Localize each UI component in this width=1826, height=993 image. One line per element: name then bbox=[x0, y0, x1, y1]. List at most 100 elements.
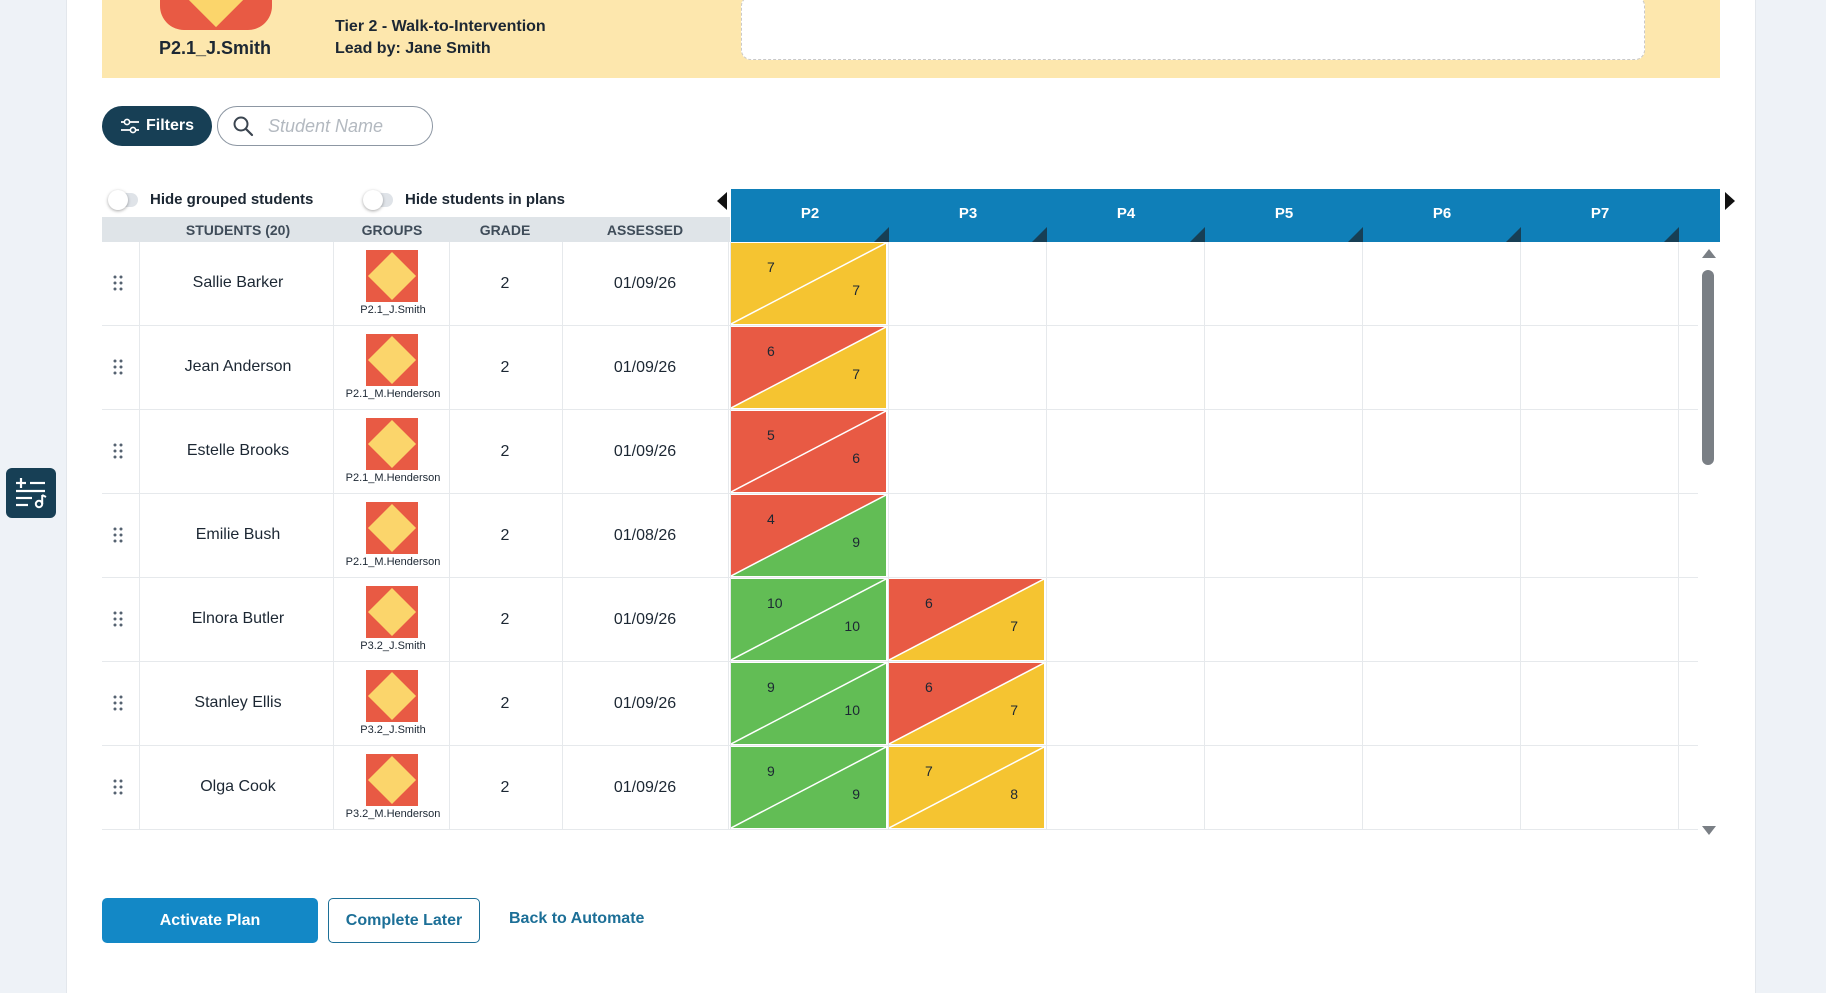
grade-value: 2 bbox=[500, 527, 510, 544]
complete-later-button[interactable]: Complete Later bbox=[328, 898, 480, 943]
group-badge-icon[interactable] bbox=[366, 586, 418, 638]
score-bottom-value: 7 bbox=[852, 366, 860, 382]
student-row[interactable]: Emilie Bush P2.1_M.Henderson 2 01/08/26 4 9 bbox=[102, 494, 1698, 578]
score-split-shape bbox=[731, 411, 886, 492]
scrollbar-thumb[interactable] bbox=[1702, 270, 1714, 465]
group-badge-icon[interactable] bbox=[366, 502, 418, 554]
hide-grouped-toggle[interactable]: Hide grouped students bbox=[108, 189, 313, 210]
student-name[interactable]: Emilie Bush bbox=[195, 526, 281, 543]
period-p3[interactable]: P3 bbox=[889, 189, 1047, 242]
tier-label: Tier 2 - Walk-to-Intervention bbox=[335, 18, 546, 35]
score-split-shape bbox=[731, 663, 886, 744]
grade-column-header[interactable]: GRADE bbox=[479, 222, 531, 238]
score-bottom-value: 10 bbox=[844, 618, 860, 634]
student-name[interactable]: Stanley Ellis bbox=[194, 694, 282, 711]
drag-handle-icon[interactable] bbox=[112, 274, 124, 292]
student-name[interactable]: Elnora Butler bbox=[191, 610, 285, 627]
groups-column-header[interactable]: GROUPS bbox=[361, 222, 423, 238]
assessed-date: 01/09/26 bbox=[613, 695, 677, 712]
hide-grouped-switch[interactable] bbox=[108, 189, 138, 210]
student-row[interactable]: Estelle Brooks P2.1_M.Henderson 2 01/09/26 5… bbox=[102, 410, 1698, 494]
score-top-value: 5 bbox=[767, 427, 775, 443]
score-split-shape bbox=[731, 579, 886, 660]
drag-handle-icon[interactable] bbox=[112, 526, 124, 544]
scroll-periods-left-icon[interactable] bbox=[717, 192, 727, 210]
group-label: P3.2_J.Smith bbox=[360, 640, 426, 652]
assessed-date: 01/09/26 bbox=[613, 443, 677, 460]
score-split-shape bbox=[889, 579, 1044, 660]
score-bottom-value: 6 bbox=[852, 450, 860, 466]
group-badge-icon[interactable] bbox=[366, 670, 418, 722]
group-badge-icon[interactable] bbox=[366, 250, 418, 302]
student-name[interactable]: Olga Cook bbox=[200, 778, 276, 795]
student-row[interactable]: Sallie Barker P2.1_J.Smith 2 01/09/26 7 7 bbox=[102, 242, 1698, 326]
score-split-shape bbox=[731, 495, 886, 576]
grade-value: 2 bbox=[500, 611, 510, 628]
score-split-shape bbox=[731, 747, 886, 828]
grade-value: 2 bbox=[500, 275, 510, 292]
student-search[interactable] bbox=[217, 106, 433, 146]
activate-plan-button[interactable]: Activate Plan bbox=[102, 898, 318, 943]
student-name[interactable]: Estelle Brooks bbox=[186, 442, 290, 459]
student-name[interactable]: Jean Anderson bbox=[184, 358, 292, 375]
scroll-periods-right-icon[interactable] bbox=[1725, 192, 1735, 210]
student-search-input[interactable] bbox=[268, 115, 418, 137]
score-bottom-value: 7 bbox=[1010, 618, 1018, 634]
score-top-value: 6 bbox=[925, 679, 933, 695]
student-row[interactable]: Olga Cook P3.2_M.Henderson 2 01/09/26 9 9 7 8 bbox=[102, 746, 1698, 830]
period-p4[interactable]: P4 bbox=[1047, 189, 1205, 242]
notes-drop-zone[interactable] bbox=[741, 0, 1645, 60]
assessed-column-header[interactable]: ASSESSED bbox=[606, 222, 684, 238]
group-label: P2.1_M.Henderson bbox=[345, 556, 441, 568]
period-p6[interactable]: P6 bbox=[1363, 189, 1521, 242]
grade-value: 2 bbox=[500, 779, 510, 796]
students-column-header[interactable]: STUDENTS (20) bbox=[185, 222, 291, 238]
drag-handle-icon[interactable] bbox=[112, 442, 124, 460]
period-p5[interactable]: P5 bbox=[1205, 189, 1363, 242]
filters-button[interactable]: Filters bbox=[102, 106, 212, 146]
group-badge-icon[interactable] bbox=[366, 418, 418, 470]
student-table: Sallie Barker P2.1_J.Smith 2 01/09/26 7 7 Jean… bbox=[102, 242, 1698, 842]
drag-handle-icon[interactable] bbox=[112, 358, 124, 376]
student-row[interactable]: Stanley Ellis P3.2_J.Smith 2 01/09/26 9 10 6 7 bbox=[102, 662, 1698, 746]
hide-in-plans-switch[interactable] bbox=[363, 189, 393, 210]
score-top-value: 9 bbox=[767, 679, 775, 695]
hide-in-plans-toggle[interactable]: Hide students in plans bbox=[363, 189, 566, 210]
drag-handle-icon[interactable] bbox=[112, 694, 124, 712]
assessed-date: 01/09/26 bbox=[613, 779, 677, 796]
group-badge-icon[interactable] bbox=[366, 334, 418, 386]
score-cell[interactable]: 9 10 bbox=[731, 663, 886, 744]
group-label: P2.1_M.Henderson bbox=[345, 472, 441, 484]
score-split-shape bbox=[889, 747, 1044, 828]
period-label: P4 bbox=[1116, 205, 1136, 222]
back-to-automate-link[interactable]: Back to Automate bbox=[509, 910, 645, 927]
score-bottom-value: 8 bbox=[1010, 786, 1018, 802]
group-name: P2.1_J.Smith bbox=[158, 38, 272, 58]
period-label: P2 bbox=[800, 205, 820, 222]
group-badge-icon[interactable] bbox=[366, 754, 418, 806]
period-p2[interactable]: P2 bbox=[731, 189, 889, 242]
student-row[interactable]: Elnora Butler P3.2_J.Smith 2 01/09/26 10 10 6 7 bbox=[102, 578, 1698, 662]
search-icon bbox=[233, 116, 254, 137]
drag-handle-icon[interactable] bbox=[112, 778, 124, 796]
sliders-icon bbox=[120, 118, 139, 134]
side-panel-tab[interactable] bbox=[6, 468, 56, 518]
student-row[interactable]: Jean Anderson P2.1_M.Henderson 2 01/09/26 6 7 bbox=[102, 326, 1698, 410]
student-table-header: STUDENTS (20) GROUPS GRADE ASSESSED bbox=[102, 217, 730, 242]
drag-handle-icon[interactable] bbox=[112, 610, 124, 628]
score-cell[interactable]: 10 10 bbox=[731, 579, 886, 660]
scroll-up-icon[interactable] bbox=[1702, 249, 1716, 258]
hide-in-plans-label: Hide students in plans bbox=[405, 191, 566, 208]
period-p7[interactable]: P7 bbox=[1521, 189, 1679, 242]
group-label: P2.1_M.Henderson bbox=[345, 388, 441, 400]
scroll-down-icon[interactable] bbox=[1702, 826, 1716, 835]
student-name[interactable]: Sallie Barker bbox=[192, 274, 284, 291]
